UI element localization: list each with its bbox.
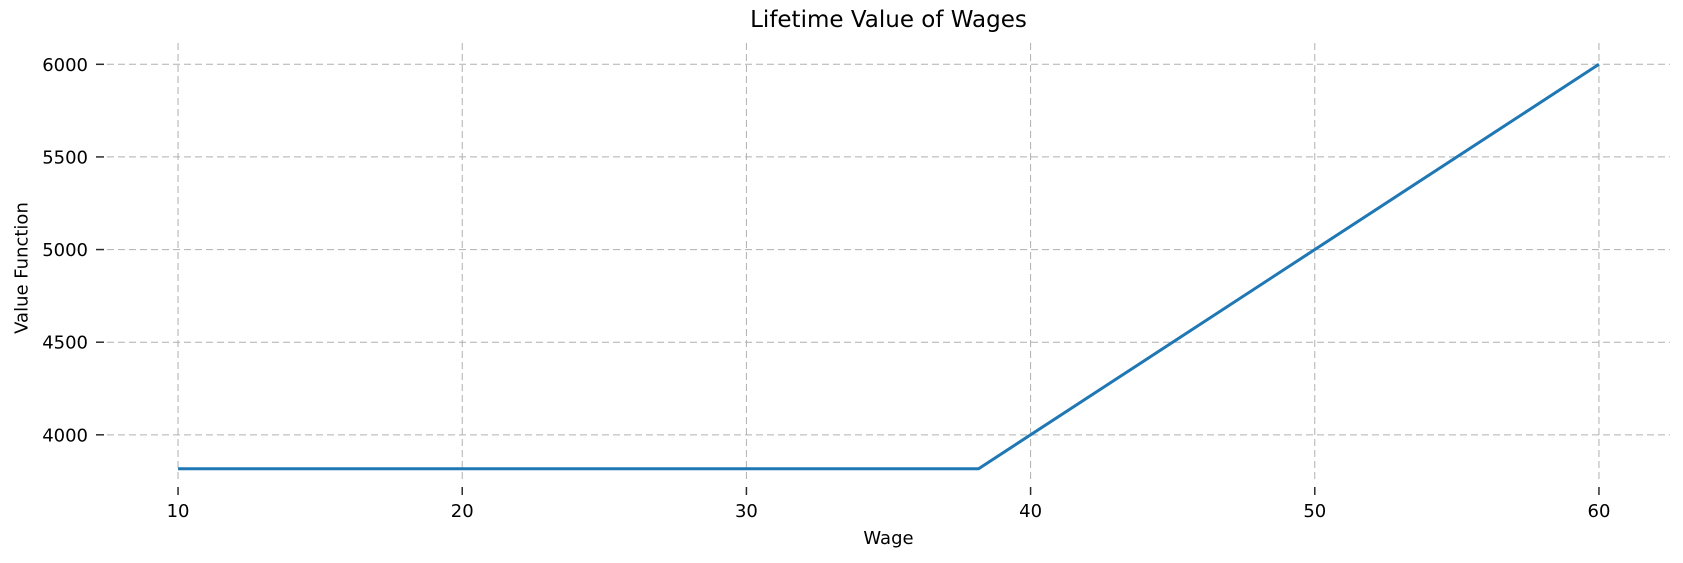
value-function-line — [178, 63, 1600, 471]
x-axis-label: Wage — [863, 528, 914, 549]
y-axis-label: Value Function — [11, 202, 33, 334]
x-tick-label: 50 — [1303, 501, 1326, 522]
y-tick-label: 5500 — [42, 147, 88, 168]
x-tick-label: 20 — [451, 501, 474, 522]
x-tick-label: 60 — [1588, 501, 1611, 522]
y-tick-label: 4500 — [42, 333, 88, 354]
x-tick-label: 40 — [1019, 501, 1042, 522]
x-tick-label: 10 — [167, 501, 190, 522]
chart-title: Lifetime Value of Wages — [750, 7, 1027, 33]
y-tick-label: 5000 — [42, 240, 88, 261]
y-tick-label: 6000 — [42, 55, 88, 76]
y-tick-label: 4000 — [42, 425, 88, 446]
x-tick-label: 30 — [735, 501, 758, 522]
